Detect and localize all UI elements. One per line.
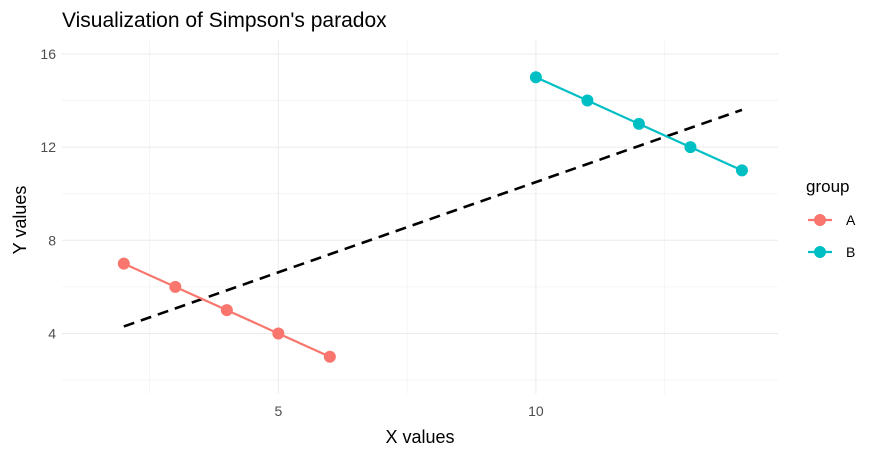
legend: group AB [806, 177, 856, 260]
data-point-B [581, 94, 594, 107]
y-tick-label: 12 [40, 139, 56, 155]
trend-line [123, 108, 743, 328]
x-axis-title: X values [385, 427, 454, 447]
grid [62, 40, 778, 394]
y-axis-title: Y values [10, 186, 30, 255]
trend-line-layer [123, 108, 743, 328]
legend-title: group [806, 177, 849, 196]
y-tick-label: 8 [48, 232, 56, 248]
data-point-B [632, 117, 645, 130]
data-point-B [529, 71, 542, 84]
data-point-A [169, 280, 182, 293]
data-point-A [323, 350, 336, 363]
data-point-A [117, 257, 130, 270]
y-tick-labels: 4 8 12 16 [40, 46, 56, 341]
legend-key-point-B [814, 246, 826, 258]
legend-label-B: B [846, 244, 855, 260]
x-tick-labels: 5 10 [274, 403, 543, 419]
data-point-B [684, 141, 697, 154]
series-layer [117, 71, 748, 363]
data-point-A [220, 304, 233, 317]
x-tick-label: 5 [274, 403, 282, 419]
data-point-B [735, 164, 748, 177]
legend-key-point-A [814, 214, 826, 226]
x-tick-label: 10 [528, 403, 544, 419]
y-tick-label: 16 [40, 46, 56, 62]
legend-label-A: A [846, 212, 856, 228]
chart-title: Visualization of Simpson's paradox [62, 9, 387, 32]
data-point-A [272, 327, 285, 340]
y-tick-label: 4 [48, 325, 56, 341]
